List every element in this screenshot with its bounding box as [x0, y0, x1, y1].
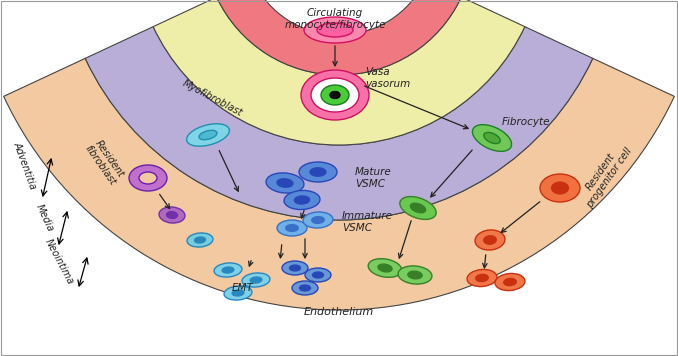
- Ellipse shape: [282, 261, 308, 275]
- Ellipse shape: [285, 225, 298, 231]
- Text: EMT: EMT: [232, 283, 254, 293]
- Ellipse shape: [214, 263, 242, 277]
- Ellipse shape: [321, 85, 349, 105]
- Text: Resident
fibroblast: Resident fibroblast: [83, 137, 127, 187]
- Ellipse shape: [467, 269, 497, 287]
- Ellipse shape: [317, 23, 353, 37]
- Ellipse shape: [284, 190, 320, 210]
- Ellipse shape: [299, 162, 337, 182]
- Ellipse shape: [290, 265, 300, 271]
- Ellipse shape: [408, 271, 422, 279]
- Text: Immature
VSMC: Immature VSMC: [342, 211, 393, 233]
- Ellipse shape: [159, 207, 185, 223]
- Text: Endothelium: Endothelium: [304, 307, 374, 317]
- Wedge shape: [153, 0, 525, 145]
- Ellipse shape: [398, 266, 432, 284]
- Ellipse shape: [250, 277, 262, 283]
- Ellipse shape: [311, 78, 359, 112]
- Ellipse shape: [304, 17, 366, 43]
- Ellipse shape: [187, 233, 213, 247]
- Wedge shape: [217, 0, 461, 75]
- Ellipse shape: [222, 267, 234, 273]
- Text: Neointima: Neointima: [43, 237, 75, 287]
- Ellipse shape: [129, 165, 167, 191]
- Ellipse shape: [303, 212, 333, 228]
- Ellipse shape: [167, 211, 178, 218]
- Ellipse shape: [195, 237, 205, 243]
- Text: Resident
progenitor cell: Resident progenitor cell: [576, 140, 635, 210]
- Ellipse shape: [199, 130, 217, 140]
- Ellipse shape: [242, 273, 270, 287]
- Text: Myofibroblast: Myofibroblast: [180, 78, 243, 118]
- Ellipse shape: [266, 173, 304, 193]
- Ellipse shape: [313, 272, 323, 278]
- Ellipse shape: [504, 278, 516, 286]
- Text: Media: Media: [33, 203, 55, 234]
- Ellipse shape: [495, 273, 525, 290]
- Ellipse shape: [330, 91, 340, 99]
- Ellipse shape: [475, 230, 505, 250]
- Wedge shape: [3, 58, 675, 310]
- Ellipse shape: [294, 196, 310, 204]
- Ellipse shape: [483, 236, 496, 244]
- Ellipse shape: [484, 132, 500, 143]
- Ellipse shape: [277, 220, 307, 236]
- Ellipse shape: [300, 285, 311, 291]
- Ellipse shape: [400, 197, 436, 219]
- Ellipse shape: [305, 268, 331, 282]
- Ellipse shape: [378, 264, 392, 272]
- Ellipse shape: [301, 70, 369, 120]
- Ellipse shape: [277, 179, 293, 187]
- Ellipse shape: [410, 203, 426, 213]
- Ellipse shape: [473, 125, 512, 151]
- Text: Fibrocyte: Fibrocyte: [502, 117, 551, 127]
- Ellipse shape: [552, 182, 568, 194]
- Text: Mature
VSMC: Mature VSMC: [355, 167, 392, 189]
- Text: Vasa
vasorum: Vasa vasorum: [365, 67, 410, 89]
- Ellipse shape: [292, 281, 318, 295]
- Ellipse shape: [368, 259, 402, 277]
- Ellipse shape: [232, 290, 244, 296]
- Ellipse shape: [540, 174, 580, 202]
- Wedge shape: [85, 27, 593, 220]
- Ellipse shape: [310, 168, 326, 176]
- Ellipse shape: [139, 172, 157, 184]
- Ellipse shape: [312, 217, 324, 223]
- Ellipse shape: [224, 286, 252, 300]
- Text: Adventitia: Adventitia: [12, 140, 38, 190]
- Ellipse shape: [186, 124, 229, 146]
- Text: Circulating
monocyte/fibrocyte: Circulating monocyte/fibrocyte: [284, 8, 386, 30]
- Ellipse shape: [476, 274, 488, 282]
